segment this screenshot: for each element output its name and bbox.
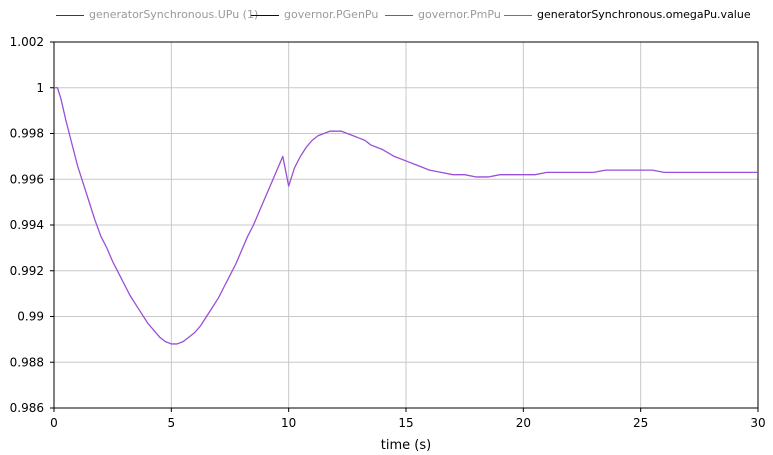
x-tick-label: 5 [168, 416, 176, 430]
y-tick-label: 0.998 [10, 127, 44, 141]
legend-swatch-pmpu [385, 14, 413, 16]
y-tick-label: 1.002 [10, 35, 44, 49]
y-tick-label: 0.988 [10, 355, 44, 369]
y-tick-label: 0.996 [10, 172, 44, 186]
legend-swatch-pgenpu [251, 14, 279, 16]
legend-label-omegapu: generatorSynchronous.omegaPu.value [537, 8, 751, 21]
legend-swatch-omegapu [504, 14, 532, 16]
x-tick-label: 20 [516, 416, 531, 430]
series-lines [54, 87, 758, 345]
series-line-omegapu[interactable] [54, 87, 758, 345]
legend: generatorSynchronous.UPu (1) governor.PG… [0, 0, 773, 32]
legend-item-pgenpu[interactable]: governor.PGenPu [251, 7, 378, 23]
x-tick-label: 10 [281, 416, 296, 430]
grid-lines [54, 42, 758, 408]
legend-label-pmpu: governor.PmPu [418, 8, 501, 21]
x-tick-label: 25 [633, 416, 648, 430]
y-tick-label: 0.994 [10, 218, 44, 232]
legend-label-pgenpu: governor.PGenPu [284, 8, 379, 21]
x-axis-ticks: 0 5 10 15 20 25 30 [50, 408, 766, 430]
y-tick-label: 0.986 [10, 401, 44, 415]
x-tick-label: 0 [50, 416, 58, 430]
y-tick-label: 0.992 [10, 264, 44, 278]
x-axis-title: time (s) [381, 438, 431, 453]
y-tick-label: 1 [36, 81, 44, 95]
y-axis-ticks: 1.002 1 0.998 0.996 0.994 0.992 0.99 0.988 0.986 [10, 35, 54, 415]
legend-swatch-upu [56, 14, 84, 16]
y-tick-label: 0.99 [17, 310, 44, 324]
legend-item-upu[interactable]: generatorSynchronous.UPu (1) [56, 7, 258, 23]
legend-item-pmpu[interactable]: governor.PmPu [385, 7, 501, 23]
legend-label-upu: generatorSynchronous.UPu (1) [89, 8, 259, 21]
x-tick-label: 15 [398, 416, 413, 430]
x-tick-label: 30 [750, 416, 765, 430]
legend-item-omegapu[interactable]: generatorSynchronous.omegaPu.value [504, 7, 751, 23]
